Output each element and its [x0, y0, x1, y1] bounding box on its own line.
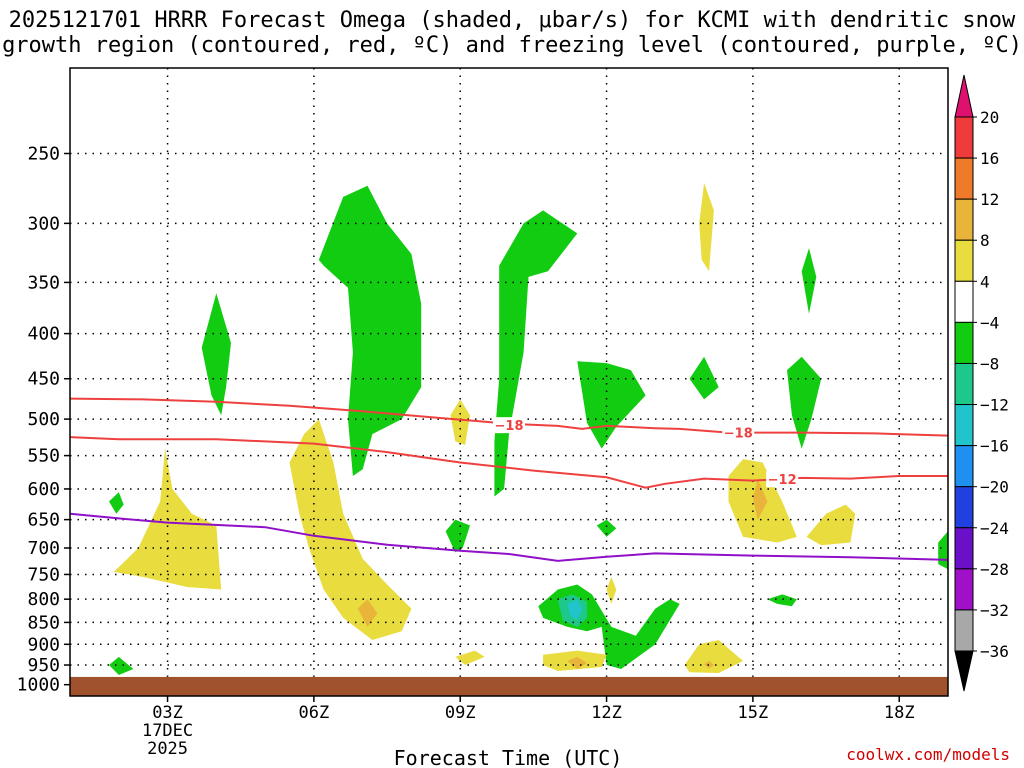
omega-region-9 — [596, 519, 617, 537]
colorbar-label: −8 — [980, 354, 999, 373]
colorbar-bin — [954, 568, 974, 611]
colorbar-label: −16 — [980, 437, 1009, 456]
colorbar-bin — [954, 527, 974, 570]
x-tick-sublabel: 2025 — [147, 739, 188, 759]
title-line-2: growth region (contoured, red, ºC) and f… — [2, 33, 1022, 58]
colorbar-label: −24 — [980, 519, 1009, 538]
colorbar-bin — [954, 239, 974, 282]
omega-region-2 — [494, 210, 578, 497]
y-tick-label: 650 — [27, 510, 60, 531]
y-tick-label: 900 — [27, 634, 60, 655]
omega-region-13 — [109, 656, 134, 675]
omega-region-24 — [684, 640, 744, 673]
colorbar-bin — [954, 321, 974, 364]
colorbar-label: 20 — [980, 108, 999, 127]
y-tick-label: 850 — [27, 612, 60, 633]
credit: coolwx.com/models — [846, 745, 1010, 764]
contour-label: −18 — [495, 419, 524, 434]
y-tick-label: 400 — [27, 324, 60, 345]
colorbar-bin — [954, 280, 974, 323]
colorbar-bin — [954, 116, 974, 159]
contour-label-bg — [766, 471, 799, 488]
colorbar-bin — [954, 404, 974, 447]
colorbar-bin — [954, 445, 974, 488]
y-tick-label: 550 — [27, 446, 60, 467]
ground-layer — [70, 676, 948, 696]
omega-region-3 — [577, 361, 646, 449]
y-tick-label: 600 — [27, 479, 60, 500]
colorbar-label: 4 — [980, 272, 990, 291]
colorbar-bottom-arrow — [954, 650, 974, 692]
contour-label: −18 — [724, 427, 753, 442]
omega-region-8 — [445, 519, 470, 553]
omega-region-0 — [318, 185, 422, 477]
omega-shading — [109, 183, 948, 675]
omega-region-20 — [455, 650, 485, 665]
colorbar-label: −32 — [980, 601, 1009, 620]
contour-line-2 — [69, 512, 949, 562]
x-axis-label: Forecast Time (UTC) — [394, 746, 623, 768]
colorbar-label: −4 — [980, 313, 999, 332]
contour-label: −12 — [768, 473, 797, 488]
colorbar-label: −28 — [980, 560, 1009, 579]
y-tick-label: 300 — [27, 213, 60, 234]
contour-label-bg — [722, 424, 755, 441]
chart-title: 2025121701 HRRR Forecast Omega (shaded, … — [0, 8, 1024, 58]
x-tick-label: 03Z — [152, 703, 183, 723]
colorbar-label: −20 — [980, 478, 1009, 497]
colorbar: 20 16 12 8 4 −4 −8 −12 −16 −20 −24 −28 −32 −36 — [954, 74, 1009, 692]
omega-region-26 — [699, 183, 714, 272]
y-tick-label: 750 — [27, 564, 60, 585]
omega-region-17 — [289, 419, 412, 640]
omega-region-7 — [109, 492, 124, 514]
x-tick-label: 06Z — [299, 703, 330, 723]
colorbar-bin — [954, 157, 974, 200]
ground-surface — [70, 676, 948, 696]
omega-region-15 — [567, 599, 583, 621]
y-tick-label: 500 — [27, 409, 60, 430]
y-tick-label: 700 — [27, 538, 60, 559]
omega-region-18 — [357, 599, 378, 627]
colorbar-bin — [954, 198, 974, 241]
omega-region-12 — [938, 531, 948, 570]
contour-label-bg — [493, 417, 525, 434]
omega-region-22 — [567, 656, 587, 669]
omega-region-19 — [450, 399, 470, 445]
axes: 2503003504004505005506006507007508008509… — [17, 67, 949, 759]
colorbar-bin — [954, 362, 974, 406]
y-tick-label: 950 — [27, 655, 60, 676]
omega-region-5 — [787, 356, 822, 449]
x-tick-sublabel: 17DEC — [142, 721, 193, 741]
omega-region-29 — [806, 504, 856, 546]
omega-region-1 — [201, 293, 231, 416]
colorbar-label: −36 — [980, 642, 1009, 661]
contour-line-1 — [69, 436, 948, 489]
colorbar-label: 12 — [980, 190, 999, 209]
title-line-1: 2025121701 HRRR Forecast Omega (shaded, … — [8, 8, 1016, 33]
omega-region-6 — [801, 248, 817, 314]
omega-region-11 — [767, 594, 797, 607]
contour-lines: −18 −18 −12 — [69, 397, 949, 562]
colorbar-bin — [954, 486, 974, 529]
y-tick-label: 800 — [27, 589, 60, 610]
y-tick-label: 250 — [27, 143, 60, 164]
omega-region-4 — [689, 356, 719, 400]
colorbar-bin — [954, 609, 974, 652]
y-tick-label: 1000 — [17, 675, 60, 696]
contour-line-0 — [69, 397, 949, 437]
colorbar-top-arrow — [954, 74, 974, 118]
x-tick-label: 09Z — [445, 703, 476, 723]
x-tick-label: 18Z — [884, 703, 915, 723]
y-tick-label: 450 — [27, 369, 60, 390]
omega-region-23 — [606, 577, 617, 604]
colorbar-label: 8 — [980, 231, 990, 250]
plot-frame — [69, 67, 949, 697]
x-tick-label: 12Z — [591, 703, 622, 723]
y-tick-label: 350 — [27, 272, 60, 293]
omega-region-28 — [752, 479, 768, 520]
colorbar-label: −12 — [980, 396, 1009, 415]
colorbar-label: 16 — [980, 149, 999, 168]
x-tick-label: 15Z — [738, 703, 769, 723]
